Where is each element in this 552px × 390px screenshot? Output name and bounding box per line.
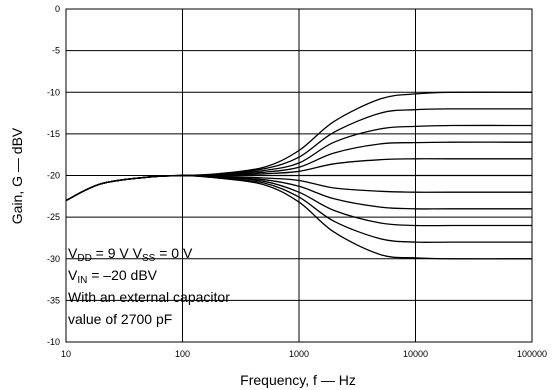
grid [66, 9, 532, 342]
annotation-line-capacitor-value: value of 2700 pF [68, 311, 172, 327]
y-tick-label: -25 [47, 212, 60, 222]
x-tick-label: 10000 [403, 349, 428, 359]
y-axis-label: Gain, G — dBV [9, 127, 25, 224]
y-tick-label: -30 [47, 254, 60, 264]
y-tick-label: 0 [55, 4, 60, 14]
y-tick-labels: 0 -5 -10 -15 -20 -25 -30 -35 -10 [47, 4, 60, 347]
y-tick-label: -15 [47, 129, 60, 139]
y-tick-label: -35 [47, 295, 60, 305]
annotation-block: VDD = 9 V VSS = 0 V VIN = –20 dBV With a… [68, 245, 230, 327]
x-tick-label: 100000 [517, 349, 547, 359]
series-line [65, 174, 533, 260]
x-tick-label: 100 [175, 349, 190, 359]
y-tick-label: -10 [47, 337, 60, 347]
x-axis-label: Frequency, f — Hz [240, 372, 356, 388]
y-tick-label: -10 [47, 87, 60, 97]
plot-frame [65, 8, 533, 343]
annotation-line-capacitor: With an external capacitor [68, 289, 230, 305]
y-tick-label: -5 [52, 46, 60, 56]
series-lines [65, 91, 533, 260]
x-tick-labels: 10 100 1000 10000 100000 [61, 349, 547, 359]
annotation-line-vdd-vss: VDD = 9 V VSS = 0 V [68, 245, 193, 264]
annotation-line-vin: VIN = –20 dBV [68, 267, 158, 286]
x-tick-label: 1000 [289, 349, 309, 359]
x-tick-label: 10 [61, 349, 71, 359]
y-tick-label: -20 [47, 171, 60, 181]
